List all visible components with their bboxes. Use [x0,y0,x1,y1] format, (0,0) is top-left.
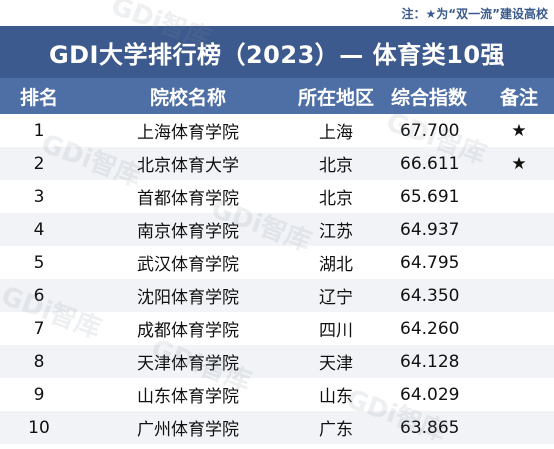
school-name-cell: 广州体育学院 [137,420,239,440]
school-name-cell: 山东体育学院 [137,387,239,407]
remark-cell [484,345,554,378]
rank-cell: 1 [33,120,45,141]
rank-cell: 4 [33,219,45,240]
table-row: 7 成都体育学院 四川 64.260 [0,312,554,345]
location-cell: 湖北 [319,255,353,275]
score-cell: 63.865 [400,417,460,438]
score-cell: 67.700 [400,120,460,141]
location-cell: 北京 [319,156,353,176]
remark-cell [484,279,554,312]
header-remark: 备注 [499,86,538,109]
score-cell: 64.937 [400,219,460,240]
table-row: 8 天津体育学院 天津 64.128 [0,345,554,378]
school-name-cell: 沈阳体育学院 [137,288,239,308]
school-name-cell: 武汉体育学院 [137,255,239,275]
remark-cell [484,378,554,411]
location-cell: 江苏 [319,222,353,242]
header-rank: 排名 [19,86,58,109]
rank-cell: 7 [33,318,45,339]
rank-cell: 5 [33,252,45,273]
location-cell: 山东 [319,387,353,407]
table-row: 4 南京体育学院 江苏 64.937 [0,213,554,246]
score-cell: 64.350 [400,285,460,306]
location-cell: 四川 [319,321,353,341]
rank-cell: 9 [33,384,45,405]
rank-cell: 3 [33,186,45,207]
star-icon: ★ [511,120,527,141]
table-header: 排名 院校名称 所在地区 综合指数 备注 [0,78,554,114]
school-name-cell: 北京体育大学 [137,156,239,176]
header-score: 综合指数 [390,86,467,109]
location-cell: 广东 [319,420,353,440]
rank-cell: 10 [28,417,50,438]
remark-cell [484,213,554,246]
score-cell: 64.128 [400,351,460,372]
rank-cell: 8 [33,351,45,372]
star-icon: ★ [511,153,527,174]
score-cell: 64.260 [400,318,460,339]
score-cell: 66.611 [400,153,460,174]
school-name-cell: 南京体育学院 [137,222,239,242]
score-cell: 64.795 [400,252,460,273]
remark-cell [484,411,554,444]
school-name-cell: 首都体育学院 [137,189,239,209]
school-name-cell: 上海体育学院 [137,123,239,143]
footnote-note: 注：★为“双一流”建设高校 [401,6,548,21]
location-cell: 上海 [319,123,353,143]
header-location: 所在地区 [298,86,375,109]
location-cell: 辽宁 [319,288,353,308]
table-row: 9 山东体育学院 山东 64.029 [0,378,554,411]
table-row: 10 广州体育学院 广东 63.865 [0,411,554,444]
score-cell: 64.029 [400,384,460,405]
remark-cell [484,180,554,213]
ranking-table-body: 1 上海体育学院 上海 67.700 ★ 2 北京体育大学 北京 66.611 … [0,114,554,445]
school-name-cell: 成都体育学院 [137,321,239,341]
page-title: GDI大学排行榜（2023）— 体育类10强 [0,26,554,78]
remark-cell [484,312,554,345]
remark-cell [484,246,554,279]
score-cell: 65.691 [400,186,460,207]
table-row: 1 上海体育学院 上海 67.700 ★ [0,114,554,147]
table-row: 2 北京体育大学 北京 66.611 ★ [0,147,554,180]
table-row: 6 沈阳体育学院 辽宁 64.350 [0,279,554,312]
rank-cell: 6 [33,285,45,306]
school-name-cell: 天津体育学院 [137,354,239,374]
location-cell: 天津 [319,354,353,374]
header-name: 院校名称 [149,86,226,109]
table-row: 3 首都体育学院 北京 65.691 [0,180,554,213]
table-row: 5 武汉体育学院 湖北 64.795 [0,246,554,279]
rank-cell: 2 [33,153,45,174]
location-cell: 北京 [319,189,353,209]
